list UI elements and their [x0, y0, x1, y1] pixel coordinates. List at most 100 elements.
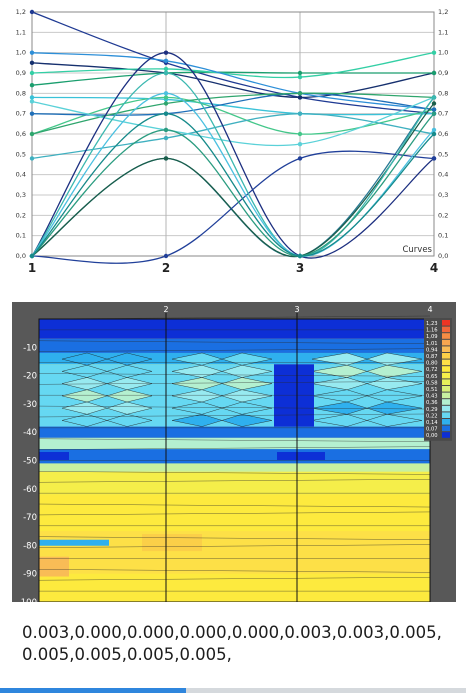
- y-tick-label-left: 0,5: [16, 150, 26, 158]
- series-point: [29, 131, 35, 137]
- legend-label: 0,07: [426, 427, 438, 433]
- heatmap-y-tick-label: -70: [23, 513, 37, 523]
- y-tick-label-left: 0,6: [16, 130, 26, 138]
- legend-swatch: [442, 392, 450, 399]
- y-tick-label-right: 0,5: [438, 150, 448, 158]
- series-line-5: [31, 52, 435, 111]
- contour-region: [61, 352, 153, 366]
- heatmap-band: [39, 471, 430, 495]
- series-point: [297, 70, 303, 76]
- series-point: [163, 135, 169, 141]
- series-point: [163, 66, 169, 72]
- series-point: [297, 91, 303, 96]
- heatmap-y-tick-label: -90: [23, 570, 37, 580]
- series-line-10: [31, 92, 435, 135]
- series-point: [297, 111, 303, 116]
- contour-region: [171, 414, 273, 427]
- legend-label: 0,29: [426, 407, 438, 413]
- contour-high: [39, 556, 69, 577]
- heatmap-y-tick-label: -50: [23, 457, 37, 467]
- heatmap-y-tick-label: -100: [18, 598, 37, 602]
- heatmap-band: [39, 338, 430, 353]
- contour-line: [38, 536, 431, 540]
- series-point: [163, 127, 169, 133]
- contour-line: [38, 471, 431, 475]
- series-point: [163, 101, 169, 106]
- progress-bar-fill: [0, 688, 187, 693]
- x-axis-label: Curves: [402, 245, 432, 255]
- series-point: [163, 95, 169, 100]
- legend-swatch: [442, 353, 450, 359]
- contour-region: [171, 401, 273, 415]
- legend-swatch: [442, 405, 450, 412]
- series-point: [431, 127, 437, 133]
- heatmap-band: [39, 426, 430, 438]
- y-tick-label-left: 1,1: [16, 28, 26, 36]
- contour-region: [171, 389, 273, 403]
- y-tick-label-left: 0,7: [16, 110, 26, 118]
- contour-line: [38, 373, 431, 377]
- contour-trough: [277, 452, 325, 461]
- heatmap-band: [39, 494, 430, 532]
- contour-line: [38, 381, 431, 385]
- heatmap-y-tick-label: -60: [23, 485, 37, 495]
- legend-label: 0,58: [426, 380, 438, 386]
- heatmap-y-tick-label: -40: [23, 428, 37, 438]
- series-point: [163, 58, 169, 63]
- y-tick-label-left: 0,1: [16, 232, 26, 240]
- series-point: [431, 95, 437, 100]
- series-point: [163, 111, 169, 116]
- y-tick-label-left: 0,9: [16, 69, 26, 77]
- series-line-15: [31, 150, 435, 264]
- legend-swatch: [442, 379, 450, 385]
- legend-label: 0,80: [426, 361, 438, 367]
- legend-label: 0,43: [426, 394, 438, 400]
- contour-region: [311, 352, 423, 366]
- series-point: [163, 253, 169, 259]
- legend-swatch: [442, 399, 450, 405]
- series-point: [29, 50, 35, 55]
- contour-region: [61, 389, 153, 403]
- contour-region: [311, 365, 423, 378]
- series-line-1: [31, 11, 435, 115]
- series-line-7: [31, 96, 435, 135]
- heatmap-y-tick-label: -30: [23, 400, 37, 410]
- heatmap-band: [39, 573, 430, 602]
- series-point: [29, 99, 35, 104]
- series-point: [297, 141, 303, 147]
- x-tick-label: 3: [296, 261, 304, 275]
- heatmap-x-tick-label: 3: [294, 305, 299, 314]
- series-line-3: [31, 71, 434, 86]
- legend-swatch: [442, 386, 450, 392]
- heatmap-band: [39, 531, 430, 552]
- y-tick-label-right: 0,2: [438, 211, 448, 219]
- legend-swatch: [442, 412, 450, 418]
- series-line-14: [31, 103, 435, 258]
- contour-region: [311, 389, 423, 403]
- series-point: [297, 156, 303, 161]
- legend-swatch: [442, 346, 450, 352]
- legend-label: 0,72: [426, 367, 438, 373]
- contour-line: [38, 577, 431, 581]
- legend-label: 0,65: [426, 374, 438, 380]
- contour-line: [38, 405, 431, 410]
- contour-line: [38, 479, 431, 483]
- legend-swatch: [442, 339, 450, 346]
- legend-label: 0,36: [426, 400, 438, 406]
- legend-label: 0,14: [426, 420, 438, 426]
- series-point: [431, 156, 437, 161]
- curves-line-chart: 0,0 0,0 0,1 0,1 0,2 0,2 0,3 0,3 0,4 0,4 0,5 0,5 0,6 0…: [0, 0, 466, 290]
- y-tick-label-right: 1,1: [438, 28, 448, 36]
- y-tick-label-right: 0,1: [438, 232, 448, 240]
- series-point: [29, 83, 35, 88]
- heatmap-y-tick-label: -80: [23, 541, 37, 551]
- series-line-6: [31, 96, 435, 116]
- y-tick-label-right: 0,3: [438, 191, 448, 199]
- series-point: [29, 253, 35, 259]
- contour-region: [311, 377, 423, 390]
- contour-region: [171, 352, 273, 366]
- series-point: [29, 9, 35, 15]
- legend-swatch: [442, 372, 450, 379]
- y-tick-label-left: 0,3: [16, 191, 26, 199]
- y-tick-label-left: 0,8: [16, 89, 26, 97]
